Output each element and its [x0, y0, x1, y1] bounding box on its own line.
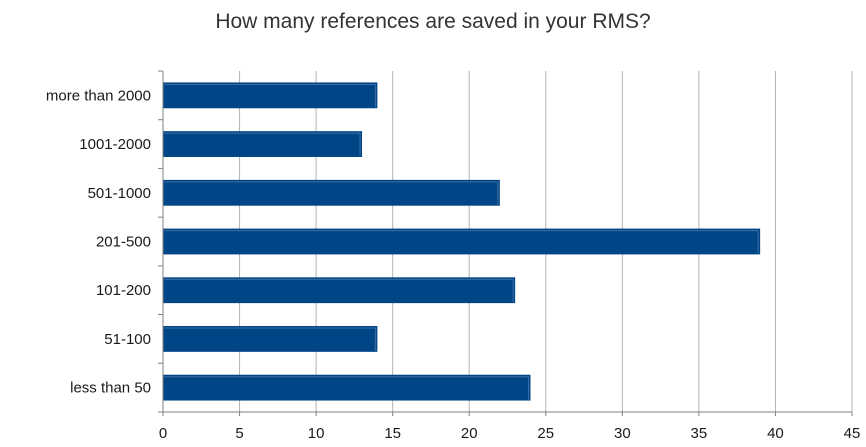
x-tick-label: 15 — [384, 425, 401, 442]
bars — [163, 82, 761, 401]
x-tick-label: 40 — [767, 425, 784, 442]
bar — [163, 228, 761, 255]
category-label: 1001-2000 — [79, 136, 151, 153]
chart-title: How many references are saved in your RM… — [215, 10, 650, 33]
bar — [163, 82, 378, 109]
axes — [158, 70, 853, 416]
x-tick-label: 30 — [614, 425, 631, 442]
category-labels: more than 2000 1001-2000 501-1000 201-500 10… — [46, 87, 151, 396]
x-tick-label: 10 — [308, 425, 325, 442]
x-tick-label: 45 — [844, 425, 861, 442]
bar — [163, 277, 516, 304]
bar — [163, 131, 363, 157]
x-tick-label: 35 — [691, 425, 708, 442]
x-tick-label: 20 — [461, 425, 478, 442]
category-label: 51-100 — [104, 331, 151, 348]
category-label: 501-1000 — [88, 185, 151, 202]
category-label: more than 2000 — [46, 87, 151, 104]
bar — [163, 326, 378, 352]
bar — [163, 179, 500, 206]
x-tick-label: 5 — [235, 425, 243, 442]
bar — [163, 374, 531, 401]
category-label: 201-500 — [96, 234, 151, 251]
category-label: less than 50 — [70, 380, 151, 397]
category-label: 101-200 — [96, 282, 151, 299]
x-tick-label: 0 — [159, 425, 167, 442]
x-tick-label: 25 — [537, 425, 554, 442]
x-tick-labels: 0 5 10 15 20 25 30 35 40 45 — [159, 425, 861, 442]
